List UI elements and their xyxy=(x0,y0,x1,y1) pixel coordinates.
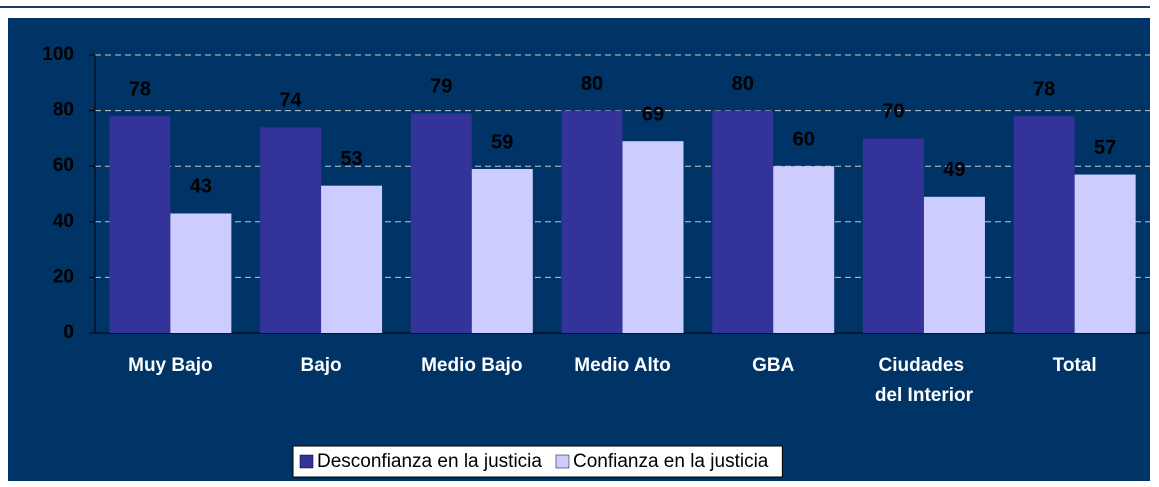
data-label: 78 xyxy=(129,78,151,100)
y-tick-label: 100 xyxy=(42,44,74,65)
x-tick-label: Medio Alto xyxy=(574,355,670,376)
legend-box xyxy=(292,445,783,478)
bar xyxy=(561,110,623,333)
bar xyxy=(321,185,383,333)
y-tick-label: 40 xyxy=(53,211,74,232)
data-label: 80 xyxy=(581,73,603,95)
data-label: 43 xyxy=(190,176,212,198)
bar xyxy=(773,166,835,333)
data-label: 57 xyxy=(1094,137,1116,159)
data-label: 79 xyxy=(430,76,452,98)
data-label: 69 xyxy=(642,103,664,125)
bar xyxy=(1074,174,1136,333)
bar xyxy=(712,110,774,333)
bar xyxy=(170,213,232,333)
x-tick-label: Ciudades del Interior xyxy=(875,355,974,406)
legend-swatch xyxy=(555,454,570,469)
data-label: 53 xyxy=(340,148,362,170)
data-label: 60 xyxy=(793,128,815,150)
x-tick-label: Muy Bajo xyxy=(128,355,212,376)
x-tick-label-line: del Interior xyxy=(875,385,974,406)
data-label: 74 xyxy=(279,90,302,112)
bar xyxy=(622,141,684,333)
bar xyxy=(410,113,472,333)
data-label: 80 xyxy=(732,73,754,95)
y-tick-label: 20 xyxy=(53,266,74,287)
x-tick-label: Medio Bajo xyxy=(421,355,522,376)
data-label: 59 xyxy=(491,131,513,153)
x-tick-label: Total xyxy=(1053,355,1097,376)
bar xyxy=(862,138,924,333)
legend-label: Confianza en la justicia xyxy=(573,451,769,472)
y-tick-label: 60 xyxy=(53,155,74,176)
bar xyxy=(109,116,171,333)
bar xyxy=(260,127,322,333)
legend-swatch xyxy=(299,454,314,469)
bar xyxy=(471,168,533,333)
y-tick-label: 0 xyxy=(63,322,74,343)
bar xyxy=(1013,116,1075,333)
x-tick-label: GBA xyxy=(752,355,795,376)
legend-label: Desconfianza en la justicia xyxy=(317,451,542,472)
data-label: 70 xyxy=(882,101,904,123)
x-tick-label: Bajo xyxy=(300,355,341,376)
x-tick-label-line: Ciudades xyxy=(879,355,970,376)
data-label: 78 xyxy=(1033,78,1055,100)
bar xyxy=(923,196,985,333)
y-tick-label: 80 xyxy=(53,100,74,121)
data-label: 49 xyxy=(943,159,965,181)
